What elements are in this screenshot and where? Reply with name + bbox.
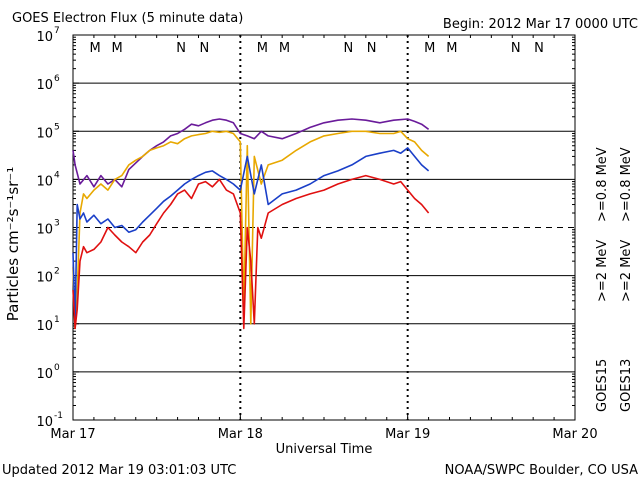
- y-tick-exponent: 7: [54, 26, 60, 36]
- legend-satellite: GOES15: [595, 359, 610, 412]
- x-tick-label: Mar 18: [218, 427, 263, 442]
- begin-time: Begin: 2012 Mar 17 0000 UTC: [443, 17, 638, 32]
- y-tick-label: 10: [36, 78, 53, 93]
- updated-timestamp: Updated 2012 Mar 19 03:01:03 UTC: [2, 463, 236, 478]
- legend-column-0: GOES15 >=2 MeV >=0.8 MeV: [595, 147, 610, 412]
- legend-entry: >=2 MeV: [619, 240, 634, 302]
- y-tick-exponent: 6: [54, 74, 60, 84]
- x-axis-label: Universal Time: [276, 442, 373, 457]
- legend-column-1: GOES13 >=2 MeV >=0.8 MeV: [619, 147, 634, 412]
- series-line-2: [72, 147, 430, 325]
- legend-entry: >=2 MeV: [595, 240, 610, 302]
- y-tick-label: 10: [36, 223, 53, 238]
- y-tick-label: 10: [36, 174, 53, 189]
- y-tick-exponent: 2: [54, 267, 60, 277]
- legend-entry: >=0.8 MeV: [619, 147, 634, 222]
- y-tick-exponent: 4: [54, 170, 60, 180]
- marker-n: N: [511, 41, 521, 56]
- credit-text: NOAA/SWPC Boulder, CO USA: [445, 463, 638, 478]
- series-line-3: [72, 174, 430, 330]
- y-tick-label: 10: [36, 415, 53, 430]
- y-tick-label: 10: [36, 30, 53, 45]
- y-tick-label: 10: [36, 271, 53, 286]
- chart-title: GOES Electron Flux (5 minute data): [12, 11, 243, 26]
- y-tick-label: 10: [36, 126, 53, 141]
- series-line-1: [72, 130, 430, 330]
- y-tick-exponent: -1: [54, 411, 63, 421]
- marker-m: M: [112, 41, 123, 56]
- marker-m: M: [424, 41, 435, 56]
- x-tick-label: Mar 19: [385, 427, 430, 442]
- marker-n: N: [367, 41, 377, 56]
- data-series: [72, 118, 430, 330]
- marker-m: M: [279, 41, 290, 56]
- y-tick-exponent: 0: [54, 363, 60, 373]
- legend: GOES15 >=2 MeV >=0.8 MeV GOES13 >=2 MeV >=0.8…: [595, 147, 634, 412]
- legend-satellite: GOES13: [619, 359, 634, 412]
- plot-frame: [72, 34, 576, 421]
- marker-m: M: [446, 41, 457, 56]
- y-tick-label: 10: [36, 367, 53, 382]
- marker-m: M: [257, 41, 268, 56]
- x-tick-label: Mar 17: [50, 427, 95, 442]
- y-tick-exponent: 5: [54, 122, 60, 132]
- marker-m: M: [89, 41, 100, 56]
- legend-entry: >=0.8 MeV: [595, 147, 610, 222]
- marker-n: N: [199, 41, 209, 56]
- y-tick-label: 10: [36, 319, 53, 334]
- y-tick-exponent: 1: [54, 315, 60, 325]
- marker-n: N: [176, 41, 186, 56]
- marker-n: N: [344, 41, 354, 56]
- x-axis-ticks: Mar 17 Mar 18 Mar 19 Mar 20: [50, 35, 598, 442]
- x-tick-label: Mar 20: [552, 427, 597, 442]
- plot-area: [72, 34, 576, 421]
- y-axis-label: Particles cm⁻²s⁻¹sr⁻¹: [4, 167, 22, 321]
- y-tick-exponent: 3: [54, 219, 60, 229]
- marker-n: N: [534, 41, 544, 56]
